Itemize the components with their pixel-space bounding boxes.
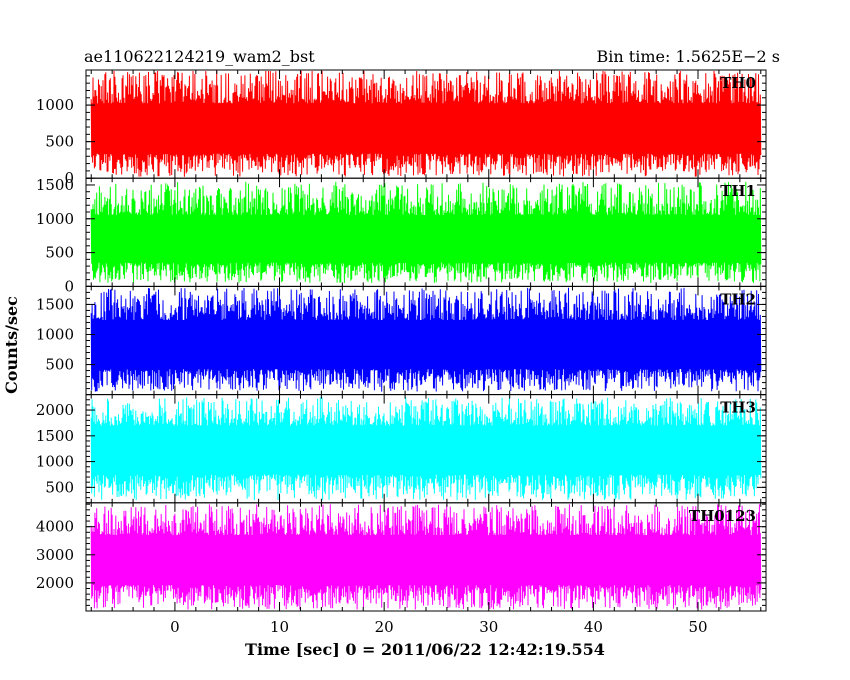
y-tick-label: 1500 <box>36 295 74 313</box>
panel-th3: 500 1000 1500 2000 TH3 <box>36 394 767 504</box>
x-axis-label: Time [sec] 0 = 2011/06/22 12:42:19.554 <box>245 640 605 659</box>
y-tick-label: 500 <box>45 133 74 151</box>
x-tick-label: 50 <box>688 618 707 636</box>
panel-label-th0: TH0 <box>720 74 756 92</box>
panel-label-th2: TH2 <box>720 290 756 308</box>
series-line-th2 <box>90 287 762 392</box>
x-tick-label: 10 <box>270 618 289 636</box>
y-tick-label: 3000 <box>36 546 74 564</box>
y-tick-label: 1000 <box>36 453 74 471</box>
y-tick-label: 1000 <box>36 325 74 343</box>
y-tick-label: 2000 <box>36 574 74 592</box>
x-tick-label: 40 <box>584 618 603 636</box>
y-tick-label: 1000 <box>36 210 74 228</box>
y-tick-label: 2000 <box>36 401 74 419</box>
panel-th2: 500 1000 1500 TH2 <box>36 285 767 396</box>
x-tick-label: 30 <box>479 618 498 636</box>
y-tick-label: 500 <box>45 356 74 374</box>
y-tick-label: 1500 <box>36 176 74 194</box>
y-axis-label: Counts/sec <box>2 296 21 394</box>
panel-label-th0123: TH0123 <box>689 507 756 525</box>
x-tick-label: 20 <box>375 618 394 636</box>
x-tick-label: 0 <box>170 618 180 636</box>
panel-label-th1: TH1 <box>720 182 756 200</box>
panel-label-th3: TH3 <box>720 399 756 417</box>
series-line-th0 <box>90 70 762 177</box>
x-axis: 0 10 20 30 40 50 <box>170 618 707 636</box>
panel-th1: 0 500 1000 1500 TH1 <box>36 176 767 295</box>
y-tick-label: 4000 <box>36 518 74 536</box>
y-tick-label: 1500 <box>36 427 74 445</box>
series-line-th3 <box>90 397 762 501</box>
y-tick-label: 1000 <box>36 96 74 114</box>
y-tick-label: 500 <box>45 478 74 496</box>
y-tick-label: 500 <box>45 244 74 262</box>
bin-time-label: Bin time: 1.5625E−2 s <box>597 47 780 66</box>
panel-th0123: 2000 3000 4000 TH0123 <box>36 502 767 612</box>
y-tick-label: 0 <box>64 277 74 295</box>
series-line-th0123 <box>90 504 762 610</box>
observation-title: ae110622124219_wam2_bst <box>84 47 315 66</box>
series-line-th1 <box>90 181 762 284</box>
panel-th0: 0 500 1000 TH0 <box>36 69 767 187</box>
panel-stack: 0 500 1000 TH0 0 500 1000 1500 TH1 500 1000 1500 TH2… <box>36 69 767 612</box>
y-tick-label: 0 <box>64 169 74 187</box>
